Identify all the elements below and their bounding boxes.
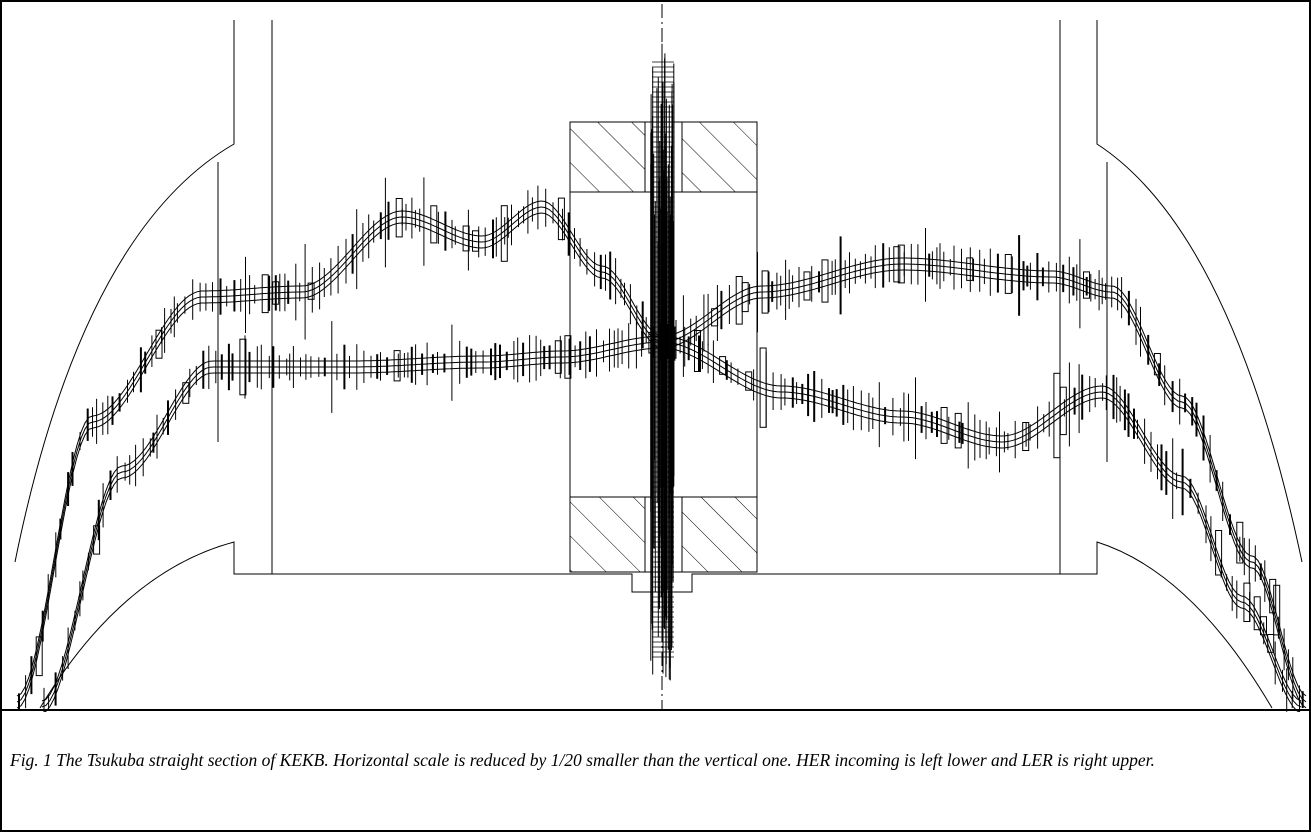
magnet: [954, 412, 962, 449]
magnet: [711, 308, 719, 327]
magnet: [966, 257, 974, 281]
inner-wall-left: [39, 541, 1273, 709]
beam-lines: [16, 43, 1307, 712]
magnet: [462, 225, 470, 252]
figure-caption: Fig. 1 The Tsukuba straight section of K…: [10, 750, 1155, 770]
hatched-block: [681, 121, 758, 193]
magnet: [1083, 271, 1090, 299]
magnet: [940, 407, 948, 444]
magnet: [554, 340, 562, 374]
magnet: [694, 330, 701, 372]
magnet: [741, 282, 749, 313]
hatched-block: [569, 496, 646, 573]
outer-wall-left: [14, 20, 235, 563]
magnet: [761, 270, 769, 314]
magnet: [1269, 578, 1277, 614]
magnet: [155, 329, 163, 359]
hatched-block: [569, 121, 646, 193]
magnet: [1253, 596, 1261, 631]
magnet: [803, 271, 811, 301]
magnet: [1273, 584, 1281, 636]
magnet: [1267, 634, 1275, 653]
magnet: [35, 636, 43, 677]
magnet: [745, 371, 753, 391]
magnet: [1153, 353, 1161, 376]
magnet: [430, 205, 438, 244]
magnet: [893, 246, 901, 283]
magnet: [1059, 386, 1067, 436]
hatched-block: [681, 496, 758, 573]
magnet: [1004, 254, 1012, 294]
magnet: [557, 197, 565, 241]
magnet: [1236, 521, 1244, 564]
magnet: [239, 338, 247, 396]
magnet: [307, 282, 315, 300]
technical-drawing: [2, 4, 1309, 712]
magnet: [393, 350, 401, 382]
magnet: [1022, 422, 1030, 451]
magnet: [564, 335, 572, 379]
outer-wall-right: [1096, 20, 1303, 563]
magnet: [182, 382, 190, 404]
magnet: [719, 356, 727, 375]
magnet: [500, 205, 508, 262]
magnet: [1215, 530, 1223, 576]
